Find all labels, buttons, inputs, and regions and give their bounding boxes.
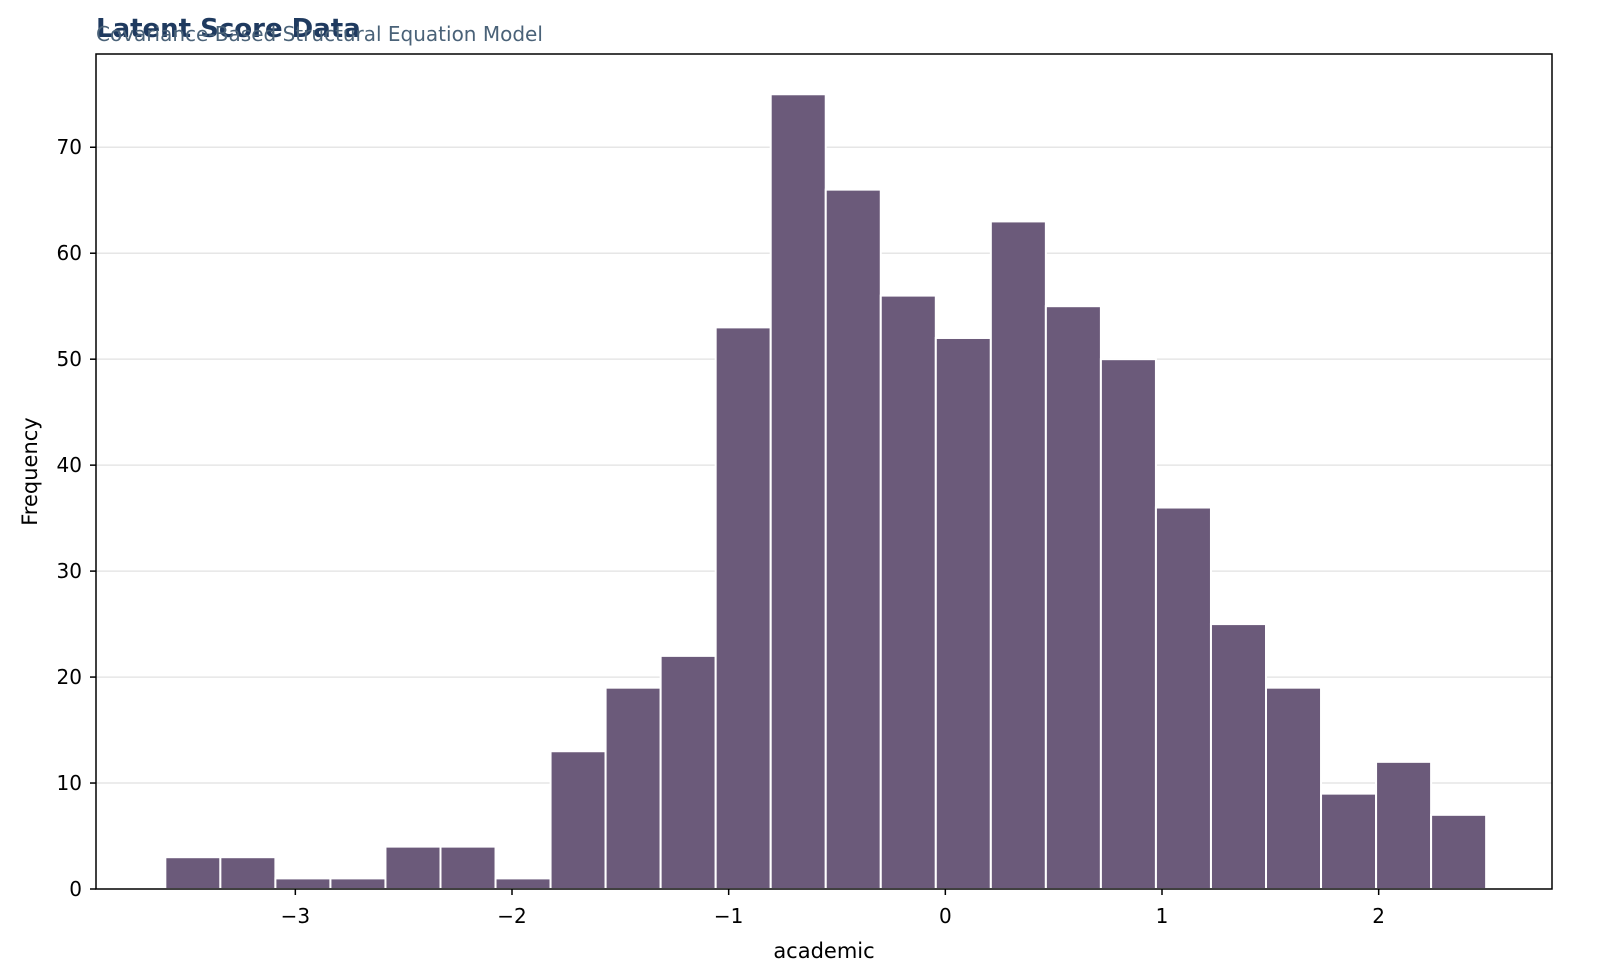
y-tick-label: 40: [57, 453, 82, 477]
y-tick-label: 60: [57, 241, 82, 265]
x-tick-label: −1: [714, 904, 743, 928]
plot-frame: [95, 53, 1553, 890]
x-tick-label: −3: [281, 904, 310, 928]
y-tick-label: 0: [69, 877, 82, 901]
histogram-bar: [659, 654, 717, 890]
x-axis-ticks: −3 −2 −1 0 1 2: [281, 889, 1385, 928]
histogram-bar: [714, 326, 772, 891]
histogram-bar: [769, 93, 827, 891]
histogram-bar: [1099, 358, 1157, 890]
histogram-bar: [1320, 792, 1378, 890]
histogram-bar: [1209, 623, 1268, 890]
histogram-bar: [439, 845, 497, 890]
x-tick-label: 0: [939, 904, 952, 928]
histogram-bar: [824, 188, 882, 890]
histogram-bar: [1430, 813, 1488, 891]
histogram-bar: [1044, 305, 1102, 890]
y-axis-label: Frequency: [18, 417, 42, 526]
y-axis-ticks: 0 10 20 30 40 50 60 70: [57, 135, 96, 901]
histogram-bar: [879, 294, 937, 890]
x-tick-label: 2: [1372, 904, 1385, 928]
chart-title: Latent Score Data: [96, 14, 361, 44]
histogram-bar: [494, 877, 552, 891]
histogram-bars: [164, 93, 1488, 891]
histogram-bar: [274, 877, 332, 891]
chart-subtitle: Covariance-Based Structural Equation Mod…: [96, 22, 543, 46]
x-tick-label: 1: [1156, 904, 1169, 928]
x-tick-label: −2: [497, 904, 526, 928]
histogram-bar: [329, 877, 387, 891]
x-axis-label: academic: [773, 939, 874, 963]
y-tick-label: 30: [57, 559, 82, 583]
histogram-bar: [219, 856, 277, 890]
y-tick-label: 70: [57, 135, 82, 159]
y-tick-label: 10: [57, 771, 82, 795]
histogram-bar: [1265, 686, 1323, 891]
histogram-bar: [1154, 506, 1212, 890]
histogram-bar: [549, 750, 607, 891]
histogram-bar: [989, 220, 1047, 891]
histogram-bar: [1375, 760, 1433, 891]
histogram-bar: [384, 845, 442, 890]
y-tick-label: 20: [57, 665, 82, 689]
histogram-bar: [164, 856, 222, 890]
histogram-bar: [604, 686, 662, 891]
y-tick-label: 50: [57, 347, 82, 371]
histogram-bar: [934, 336, 992, 891]
